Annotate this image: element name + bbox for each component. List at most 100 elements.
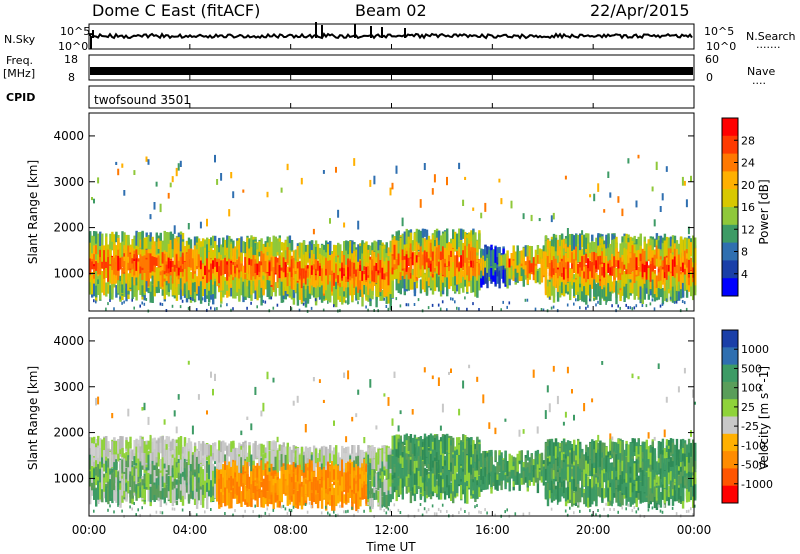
echo-cell [335,250,338,263]
echo-cell [536,254,540,264]
echo-cell [488,249,491,261]
echo-cell [401,258,404,269]
echo-cell [694,237,697,248]
echo-cell [345,300,347,304]
echo-cell [171,304,174,308]
echo-cell [520,251,523,264]
echo-cell [542,308,545,312]
echo-cell [623,235,626,248]
echo-cell [341,267,344,279]
echo-cell [89,437,92,449]
echo-cell [260,287,263,306]
echo-cell [589,242,592,254]
echo-cell [290,240,294,251]
echo-cell [651,239,654,250]
echo-cell [193,236,197,248]
echo-cell [165,485,168,498]
echo-cell [687,279,691,292]
echo-cell [310,250,314,266]
echo-cell [452,277,455,292]
echo-cell [286,236,289,253]
echo-cell [433,174,436,183]
echo-cell [173,507,176,511]
echo-cell [355,270,358,281]
echo-cell [341,278,344,293]
echo-cell [558,285,562,297]
echo-cell [425,281,429,296]
echo-cell [395,275,398,291]
echo-cell [655,284,659,298]
echo-cell [220,260,223,276]
echo-cell [675,273,679,291]
echo-cell [302,254,306,269]
echo-cell [167,436,171,448]
echo-cell [573,302,575,306]
echo-cell [569,234,572,245]
echo-cell [214,307,216,311]
echo-cell [597,245,600,264]
echo-cell [163,448,166,464]
echo-cell [314,298,317,302]
echo-cell [474,252,477,271]
echo-cell [631,307,634,311]
echo-cell [230,263,233,275]
echo-cell [587,243,590,258]
echo-cell [583,255,586,267]
echo-cell [258,279,261,292]
echo-cell [591,241,594,252]
echo-cell [482,259,485,276]
echo-cell [454,279,457,293]
echo-cell [657,272,661,282]
echo-cell [431,280,435,295]
echo-cell [266,191,269,198]
echo-cell [470,230,473,242]
echo-cell [673,300,676,304]
echo-cell [290,267,294,279]
echo-cell [631,260,634,272]
echo-cell [631,253,634,266]
echo-cell [91,279,94,295]
echo-cell [139,246,142,258]
echo-cell [423,274,427,293]
echo-cell [155,232,158,246]
echo-cell [331,253,334,271]
echo-cell [474,279,477,292]
echo-cell [353,158,356,166]
echo-cell [619,280,622,289]
echo-cell [643,236,646,246]
echo-cell [266,255,269,273]
echo-cell [290,277,294,290]
echo-cell [538,248,542,263]
echo-cell [625,303,627,307]
echo-cell [419,199,422,208]
echo-cell [175,268,179,277]
echo-cell [635,257,638,271]
echo-cell [379,246,382,261]
echo-cell [506,255,509,273]
echo-cell [413,303,416,306]
echo-cell [437,303,440,307]
echo-cell [462,242,465,256]
echo-cell [651,298,654,302]
echo-cell [169,182,172,188]
echo-cell [347,301,349,305]
echo-cell [95,270,98,282]
echo-cell [550,306,553,310]
echo-cell [282,278,285,296]
echo-cell [300,262,304,277]
echo-cell [322,249,326,260]
echo-cell [264,261,267,274]
echo-cell [437,237,441,248]
echo-cell [353,269,356,281]
echo-cell [244,279,247,297]
echo-cell [677,254,681,272]
echo-cell [145,281,148,292]
echo-cell [587,258,590,271]
echo-cell [163,487,166,498]
freq-label-line1: Freq. [6,54,33,67]
echo-cell [316,270,320,286]
echo-cell [690,262,693,279]
echo-cell [609,284,612,302]
echo-cell [470,280,473,293]
echo-cell [629,282,632,293]
